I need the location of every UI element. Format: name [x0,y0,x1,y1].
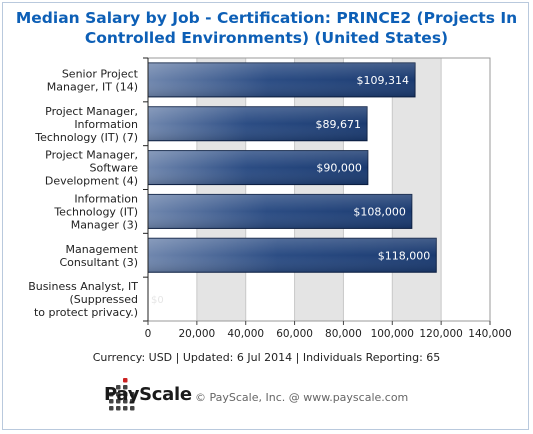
logo-dot [123,406,128,411]
category-labels: Senior Project Manager, IT (14) Project Ma… [28,67,138,319]
plot-band [196,58,246,321]
logo-dot [116,392,121,397]
chart-footer-info: Currency: USD | Updated: 6 Jul 2014 | In… [92,351,441,364]
logo-dot [116,385,121,390]
payscale-logo-icon [109,378,135,411]
logo-dot [116,406,121,411]
x-tick-label: 0 [145,328,152,340]
x-tick-label: 20,000 [178,328,215,340]
plot-band [294,58,344,321]
category-label: Management Consultant (3) [59,243,138,269]
logo-dot [130,392,135,397]
bar-shading [148,62,416,97]
bar-value-label: $109,314 [357,74,410,87]
x-tick-label: 120,000 [419,328,462,340]
plot-band [392,58,442,321]
plot-band [343,58,393,321]
category-label: Project Manager, Information Technology (I… [34,105,138,144]
x-tick-label: 40,000 [227,328,264,340]
x-tick-label: 60,000 [276,328,313,340]
logo-dot [109,392,114,397]
category-label: Senior Project Manager, IT (14) [47,67,139,93]
bar-value-label: $0 [151,295,164,306]
x-tick-label: 80,000 [325,328,362,340]
logo-dot [123,399,128,404]
x-tick-label: 140,000 [468,328,511,340]
logo-dot [130,406,135,411]
plot-band [441,58,490,321]
plot-background [148,58,490,321]
plot-band [148,58,197,321]
bar-shading [148,150,368,185]
category-label: Business Analyst, IT (Suppressed to protec… [28,280,138,319]
bar-value-label: $108,000 [353,205,406,218]
logo-dot [130,399,135,404]
bar-value-label: $89,671 [316,118,362,131]
plot-band [245,58,295,321]
x-tick-label: 100,000 [371,328,414,340]
logo-dot [109,399,114,404]
logo-dot [123,392,128,397]
bar-shading [148,194,412,229]
x-tick-labels: 0 20,000 40,000 60,000 80,000 100,000 120,000 1… [145,328,512,340]
bars: $109,314 $89,671 $90,000 $108,000 $118,000 $0 [147,62,437,306]
logo-dot [116,399,121,404]
category-label: Project Manager, Software Development (4) [45,149,138,188]
bar-value-label: $118,000 [378,249,431,262]
brand-name: PayScale [104,384,192,405]
logo-dot [123,378,128,383]
copyright-text: © PayScale, Inc. @ www.payscale.com [195,391,409,404]
axes [143,57,491,325]
bar-value-label: $90,000 [316,162,362,175]
logo-dot [109,406,114,411]
bar-shading [148,106,368,141]
logo-dot [123,385,128,390]
bar-shading [148,238,437,273]
category-label: Information Technology (IT) Manager (3) [53,192,138,231]
chart-title: Median Salary by Job - Certification: PR… [15,9,518,47]
